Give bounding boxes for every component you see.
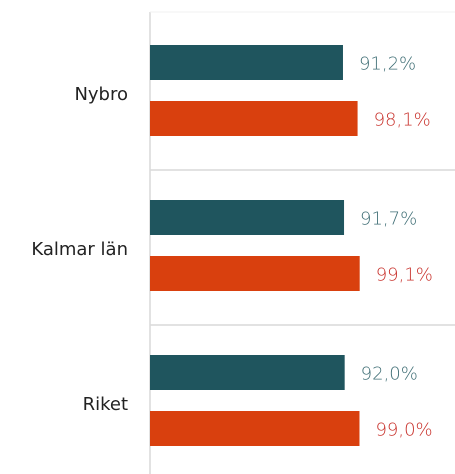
bar [150,200,345,235]
bar [150,411,360,446]
value-label: 99,1% [376,265,433,286]
value-label: 91,2% [359,54,416,75]
category-label: Riket [83,394,128,415]
bar [150,256,360,291]
category-label: Nybro [74,84,128,105]
value-label: 91,7% [360,209,417,230]
value-label: 99,0% [375,420,432,441]
category-label: Kalmar län [31,239,128,260]
value-label: 98,1% [374,110,431,131]
bar [150,45,343,80]
bar [150,101,358,136]
bar [150,355,345,390]
value-label: 92,0% [361,364,418,385]
